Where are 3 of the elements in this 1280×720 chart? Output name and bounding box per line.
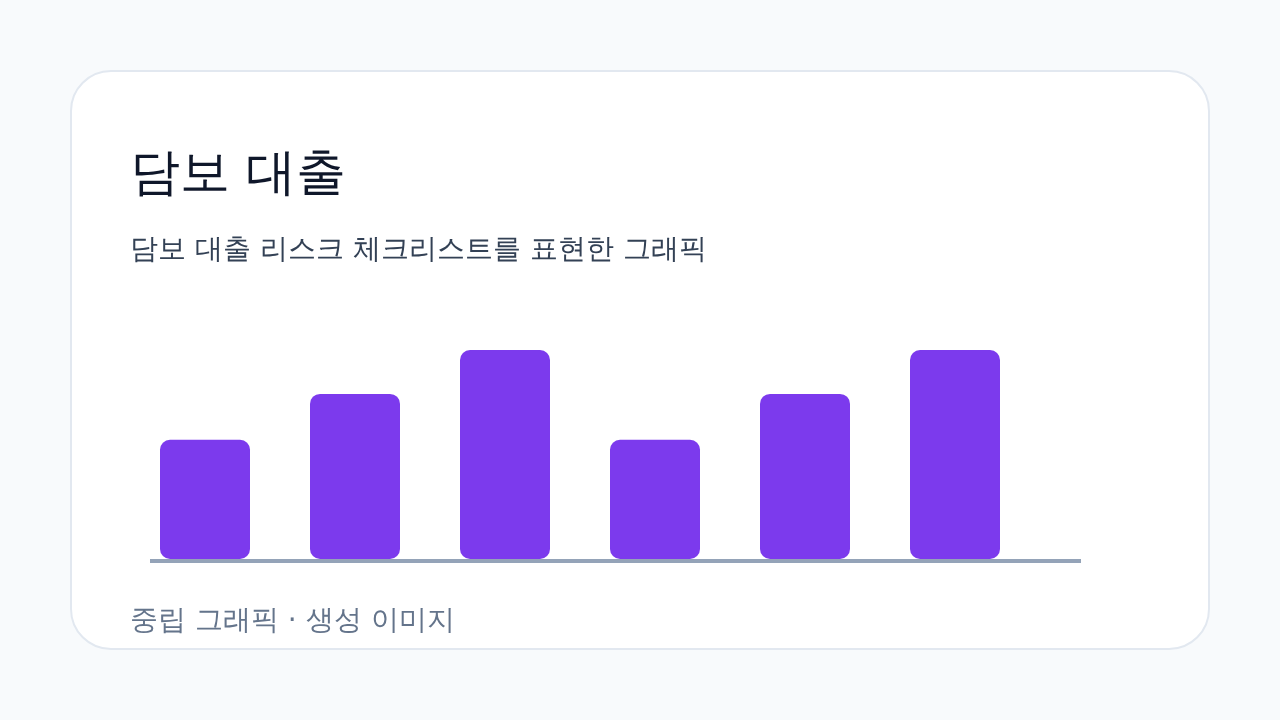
text: 중립 그래픽 · 생성 이미지	[130, 603, 455, 636]
chart-title: 담보 대출	[130, 143, 346, 201]
chart-subtitle: 담보 대출 리스크 체크리스트를 표현한 그래픽	[130, 232, 707, 265]
